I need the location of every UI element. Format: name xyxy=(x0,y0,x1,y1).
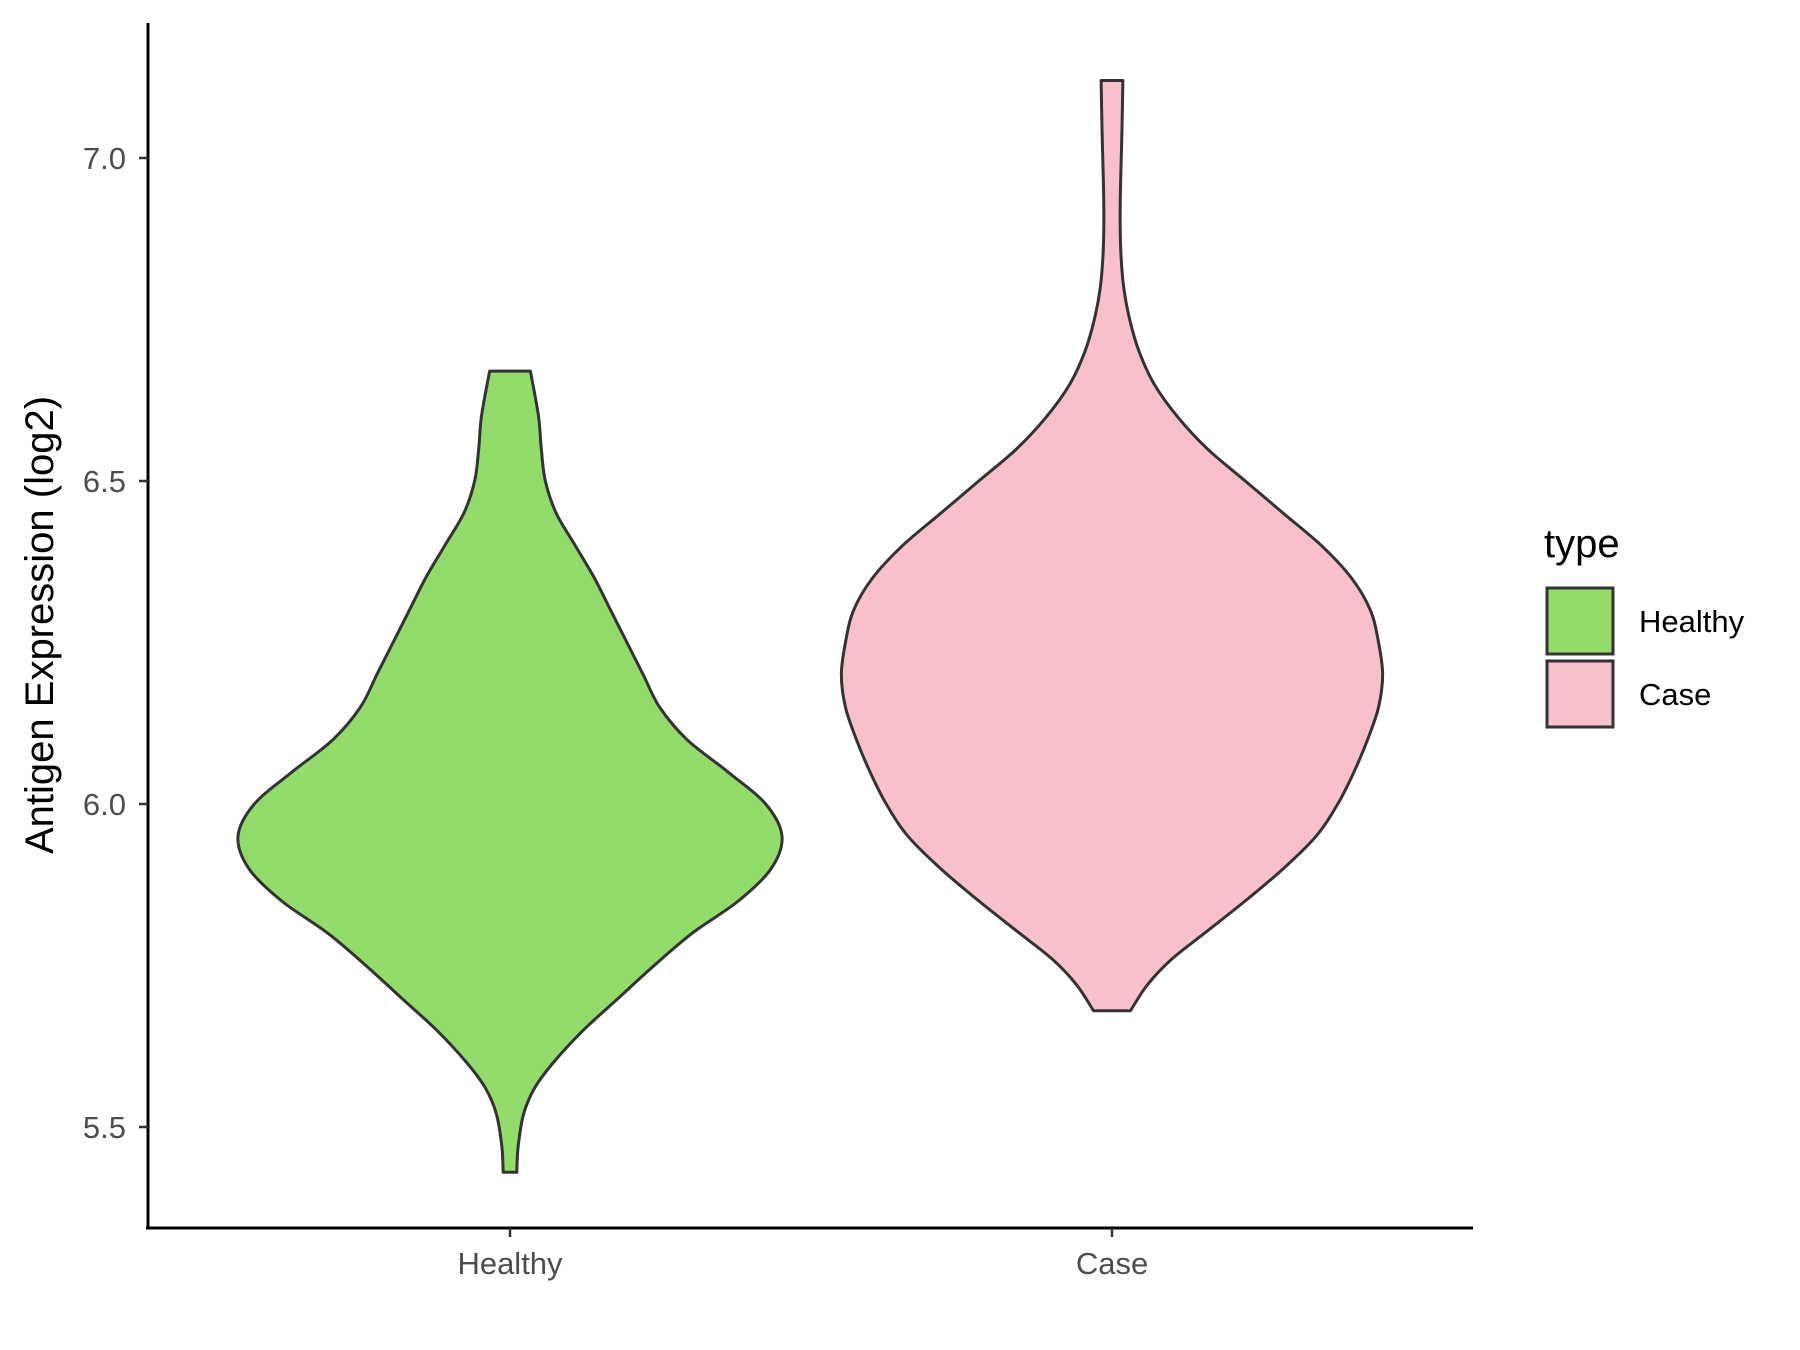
legend-label-case: Case xyxy=(1639,677,1711,712)
legend-label-healthy: Healthy xyxy=(1639,604,1745,639)
x-tick-label: Case xyxy=(1076,1246,1148,1281)
legend-swatch-case xyxy=(1545,659,1615,729)
violin-healthy xyxy=(236,369,784,1174)
x-tick-label: Healthy xyxy=(457,1246,563,1281)
violin-case xyxy=(839,78,1385,1013)
legend-swatch-healthy xyxy=(1545,586,1615,656)
y-tick-label: 6.5 xyxy=(83,464,126,499)
y-ticks: 5.5 6.0 6.5 7.0 xyxy=(83,141,148,1145)
legend-title: type xyxy=(1544,522,1620,566)
y-tick-label: 5.5 xyxy=(83,1110,126,1145)
legend: type Healthy Case xyxy=(1544,522,1745,729)
y-tick-label: 7.0 xyxy=(83,141,126,176)
legend-entries: Healthy Case xyxy=(1545,586,1745,729)
x-ticks: Healthy Case xyxy=(457,1228,1148,1281)
violins-layer xyxy=(236,78,1385,1174)
y-tick-label: 6.0 xyxy=(83,787,126,822)
axes-layer xyxy=(146,23,1473,1230)
y-axis-title: Antigen Expression (log2) xyxy=(18,396,62,854)
